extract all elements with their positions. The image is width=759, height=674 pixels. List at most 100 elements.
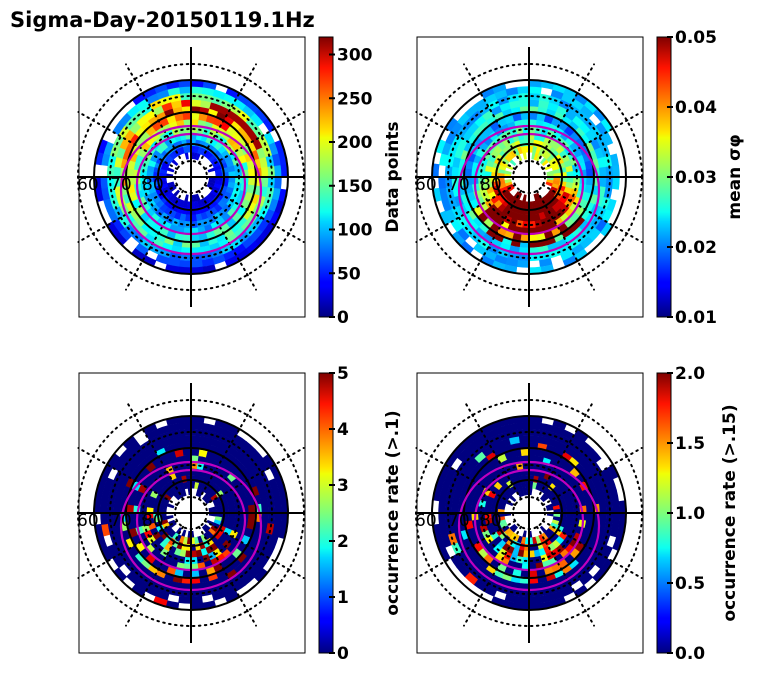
heatmap-cell bbox=[486, 243, 500, 255]
heatmap-cell bbox=[136, 451, 149, 464]
heatmap-cell bbox=[571, 518, 580, 527]
heatmap-cell bbox=[561, 527, 571, 536]
mlt-gridline bbox=[77, 184, 179, 243]
heatmap-cell bbox=[234, 170, 243, 178]
heatmap-cell bbox=[171, 159, 179, 167]
heatmap-cell bbox=[484, 517, 493, 525]
panel-2: 60 70 80 0.01 0.02 0.03 0.04 0.05 mean σφ bbox=[415, 28, 745, 328]
heatmap-cell bbox=[535, 146, 542, 155]
heatmap-cell bbox=[585, 129, 597, 143]
heatmap-cell bbox=[535, 568, 546, 577]
heatmap-cell bbox=[490, 105, 503, 116]
heatmap-cell bbox=[190, 602, 204, 611]
heatmap-cell bbox=[212, 195, 222, 205]
heatmap-cell bbox=[147, 522, 157, 531]
heatmap-cell bbox=[584, 520, 593, 531]
heatmap-cell bbox=[445, 522, 455, 535]
heatmap-cell bbox=[107, 186, 117, 199]
heatmap-cell bbox=[247, 177, 256, 187]
heatmap-cell bbox=[191, 79, 205, 88]
heatmap-cell bbox=[467, 555, 480, 568]
heatmap-cell bbox=[516, 596, 529, 604]
heatmap-cell bbox=[584, 99, 599, 114]
mlt-gridline bbox=[125, 63, 184, 165]
heatmap-cell bbox=[173, 568, 184, 577]
heatmap-cell bbox=[555, 188, 565, 197]
heatmap-cell bbox=[600, 558, 614, 574]
heatmap-cell bbox=[191, 435, 202, 444]
heatmap-cell bbox=[483, 428, 498, 441]
heatmap-cell bbox=[197, 146, 204, 155]
mlt-gridline bbox=[203, 447, 305, 506]
heatmap-cell bbox=[125, 476, 136, 489]
heatmap-cell bbox=[268, 478, 279, 493]
heatmap-cell bbox=[504, 114, 515, 124]
heatmap-cell bbox=[101, 488, 111, 503]
heatmap-cell bbox=[584, 537, 595, 550]
heatmap-cell bbox=[445, 186, 455, 199]
colorbar-tick-label: 0.0 bbox=[675, 644, 705, 664]
heatmap-cell bbox=[261, 166, 269, 178]
heatmap-cell bbox=[603, 187, 613, 200]
heatmap-cell bbox=[268, 534, 279, 549]
heatmap-cell bbox=[516, 535, 523, 544]
heatmap-cell bbox=[585, 465, 597, 479]
heatmap-cell bbox=[490, 260, 506, 271]
latitude-label: 60 bbox=[77, 175, 99, 195]
heatmap-cell bbox=[529, 481, 534, 489]
heatmap-cell bbox=[439, 488, 449, 503]
heatmap-cell bbox=[605, 166, 614, 178]
heatmap-cell bbox=[268, 198, 279, 213]
heatmap-cell bbox=[472, 551, 484, 564]
heatmap-cell bbox=[501, 493, 510, 501]
heatmap-cell bbox=[215, 489, 225, 498]
heatmap-cell bbox=[158, 153, 167, 162]
heatmap-cell bbox=[222, 563, 235, 575]
heatmap-cell bbox=[497, 504, 506, 510]
heatmap-cell bbox=[465, 159, 474, 170]
heatmap-cell bbox=[547, 482, 557, 492]
heatmap-cell bbox=[509, 149, 517, 158]
heatmap-cell bbox=[478, 182, 487, 191]
heatmap-cell bbox=[210, 525, 219, 533]
heatmap-cell bbox=[555, 574, 568, 585]
heatmap-cell bbox=[236, 473, 248, 485]
heatmap-cell bbox=[193, 194, 198, 202]
heatmap-cell bbox=[551, 183, 560, 190]
heatmap-cell bbox=[444, 208, 457, 223]
heatmap-cell bbox=[135, 226, 148, 239]
heatmap-cell bbox=[544, 201, 553, 211]
heatmap-cell bbox=[529, 415, 543, 424]
heatmap-cell bbox=[464, 512, 472, 522]
heatmap-cell bbox=[173, 493, 181, 501]
heatmap-cell bbox=[438, 500, 446, 513]
heatmap-cell bbox=[481, 232, 494, 245]
heatmap-cell bbox=[271, 187, 281, 202]
heatmap-cell bbox=[122, 435, 137, 450]
heatmap-cell bbox=[233, 182, 242, 191]
heatmap-cell bbox=[466, 527, 476, 538]
heatmap-cell bbox=[271, 523, 281, 538]
heatmap-cell bbox=[565, 517, 574, 525]
heatmap-cell bbox=[518, 92, 530, 101]
heatmap-cell bbox=[563, 87, 579, 100]
heatmap-cell bbox=[129, 121, 142, 134]
heatmap-cell bbox=[233, 163, 242, 172]
heatmap-cell bbox=[143, 445, 157, 457]
heatmap-cell bbox=[601, 545, 613, 560]
heatmap-cell bbox=[191, 428, 203, 437]
heatmap-cell bbox=[127, 519, 136, 530]
heatmap-cell bbox=[191, 145, 196, 153]
heatmap-cell bbox=[195, 213, 203, 222]
heatmap-cell bbox=[167, 143, 176, 153]
heatmap-cell bbox=[250, 448, 264, 463]
heatmap-cell bbox=[539, 423, 554, 433]
heatmap-cell bbox=[467, 208, 479, 221]
heatmap-cell bbox=[538, 547, 547, 557]
heatmap-cell bbox=[484, 512, 492, 519]
heatmap-cell bbox=[451, 443, 466, 458]
heatmap-cell bbox=[505, 537, 514, 546]
heatmap-cell bbox=[435, 138, 446, 154]
heatmap-cell bbox=[521, 455, 530, 463]
heatmap-cell bbox=[126, 167, 135, 177]
